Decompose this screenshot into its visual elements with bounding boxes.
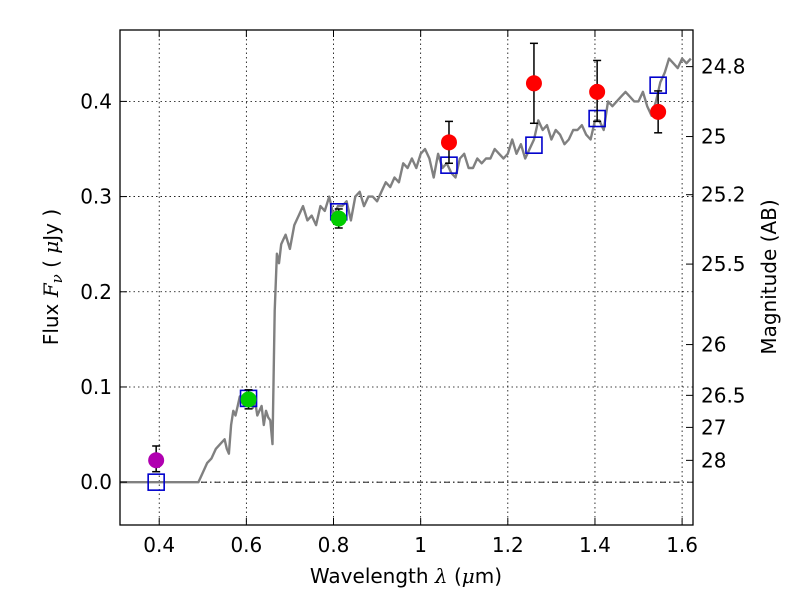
y2-tick-label: 25.2 bbox=[701, 183, 746, 207]
y-tick-label: 0.2 bbox=[80, 280, 112, 304]
x-tick-label: 1.6 bbox=[666, 533, 698, 557]
x-tick-label: 0.6 bbox=[230, 533, 262, 557]
axis-ticks: 0.4 0.6 0.8 1 1.2 1.4 1.6 0.0 0.1 0.2 0.3 0.4 24.8 25… bbox=[80, 30, 746, 557]
model-square-point bbox=[147, 473, 165, 491]
y-axis-label: Flux Fν ( μJy ) bbox=[39, 209, 66, 345]
observed-flux-point bbox=[240, 391, 257, 408]
y2-tick-label: 24.8 bbox=[701, 55, 746, 79]
x-tick-label: 0.8 bbox=[318, 533, 350, 557]
observed-flux-point bbox=[148, 452, 165, 469]
y-tick-label: 0.4 bbox=[80, 89, 112, 113]
plot-area bbox=[120, 42, 692, 491]
y2-tick-label: 28 bbox=[701, 448, 726, 472]
observed-flux-point bbox=[650, 103, 667, 120]
observed-flux-point bbox=[589, 83, 606, 100]
y-tick-label: 0.3 bbox=[80, 185, 112, 209]
y-tick-label: 0.1 bbox=[80, 375, 112, 399]
y2-tick-label: 26.5 bbox=[701, 383, 746, 407]
y2-tick-label: 25.5 bbox=[701, 252, 746, 276]
observed-flux-point bbox=[525, 75, 542, 92]
y-tick-label: 0.0 bbox=[80, 470, 112, 494]
y2-tick-label: 27 bbox=[701, 415, 726, 439]
x-axis-label: Wavelength λ (μm) bbox=[310, 564, 502, 588]
secondary-y-axis-label: Magnitude (AB) bbox=[757, 199, 781, 354]
x-tick-label: 0.4 bbox=[143, 533, 175, 557]
y2-tick-label: 25 bbox=[701, 125, 726, 149]
observed-flux-point bbox=[330, 210, 347, 227]
x-tick-label: 1.4 bbox=[579, 533, 611, 557]
model-square-point bbox=[525, 136, 543, 154]
x-tick-label: 1.2 bbox=[492, 533, 524, 557]
x-tick-label: 1 bbox=[414, 533, 427, 557]
y2-tick-label: 26 bbox=[701, 333, 726, 357]
observed-flux-point bbox=[440, 134, 457, 151]
plot-frame bbox=[119, 29, 694, 526]
